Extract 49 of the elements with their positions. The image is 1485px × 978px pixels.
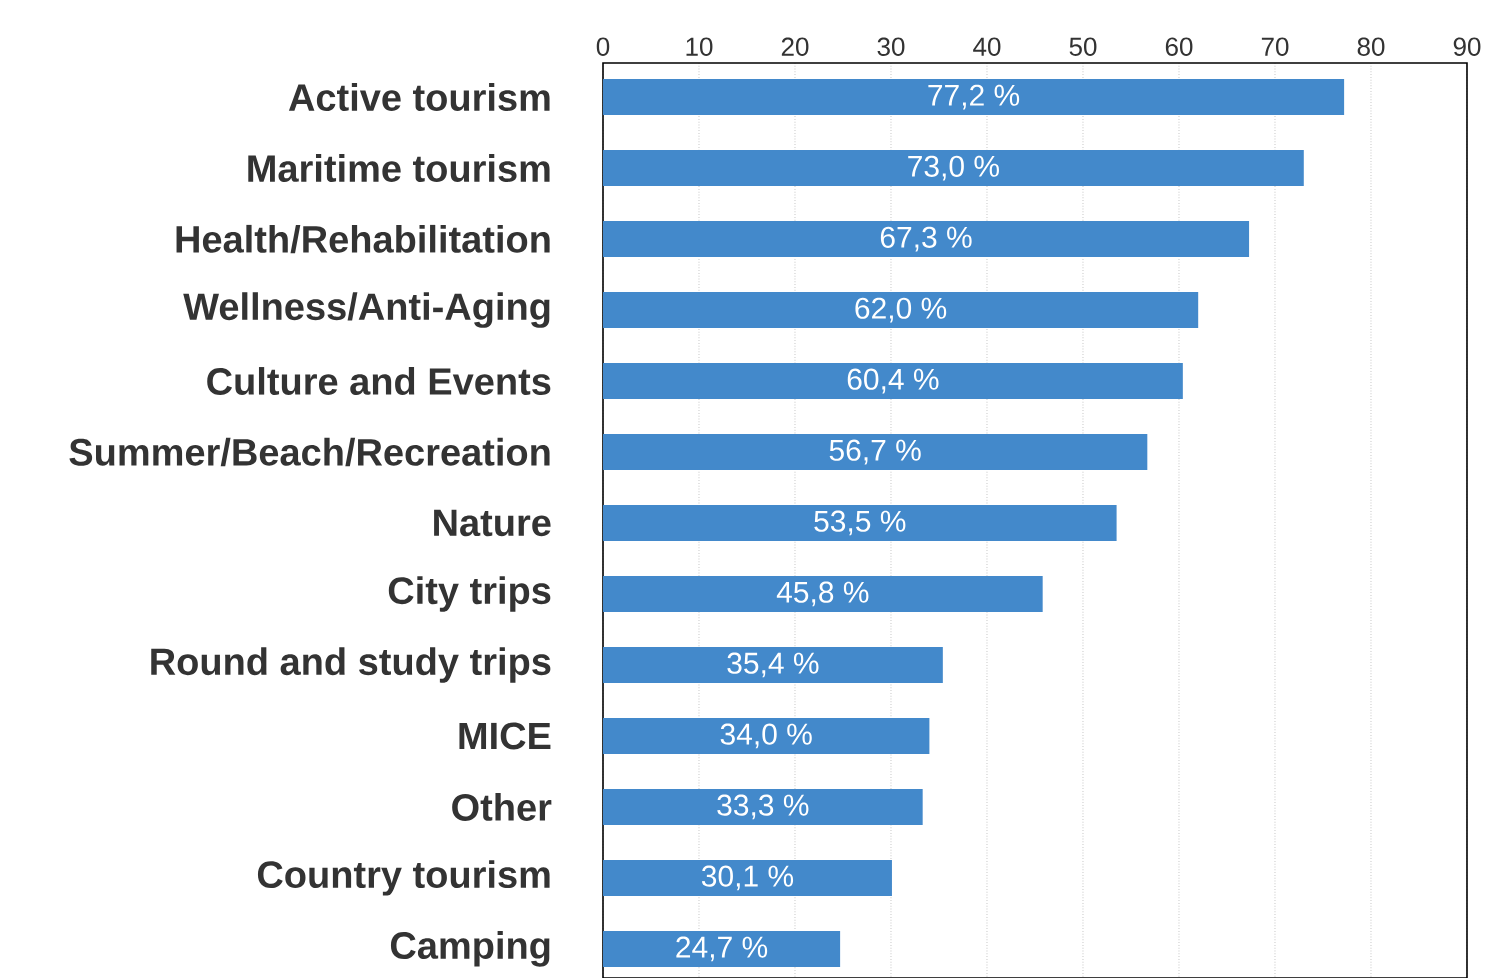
data-label: 33,3 % bbox=[717, 794, 809, 820]
y-tick-label: Culture and Events bbox=[207, 367, 551, 395]
bar bbox=[603, 930, 841, 967]
x-tick-label: 0 bbox=[596, 37, 610, 56]
data-label: 34,0 % bbox=[720, 723, 812, 749]
bar bbox=[603, 150, 1304, 187]
x-tick-label: 40 bbox=[973, 37, 1001, 56]
x-tick-label: 80 bbox=[1357, 37, 1385, 56]
x-tick-label: 70 bbox=[1261, 37, 1289, 56]
y-tick-label: Health/Rehabilitation bbox=[176, 224, 550, 254]
y-tick-label: Summer/Beach/Recreation bbox=[69, 437, 550, 467]
bar bbox=[603, 79, 1345, 116]
bar bbox=[603, 717, 930, 754]
bar bbox=[603, 788, 923, 825]
y-tick-label: Active tourism bbox=[288, 83, 550, 112]
data-label: 45,8 % bbox=[776, 581, 869, 607]
bar bbox=[603, 221, 1250, 258]
data-label: 62,0 % bbox=[855, 297, 947, 323]
y-tick-label: MICE bbox=[459, 722, 551, 750]
data-label: 56,7 % bbox=[829, 439, 921, 465]
data-label: 35,4 % bbox=[727, 652, 819, 678]
bar bbox=[603, 363, 1183, 400]
bar bbox=[603, 859, 892, 896]
y-tick-label: City trips bbox=[388, 576, 551, 612]
data-label: 30,1 % bbox=[701, 865, 794, 891]
data-label: 53,5 % bbox=[814, 510, 906, 536]
y-tick-label: Nature bbox=[434, 509, 551, 537]
data-label: 24,7 % bbox=[676, 936, 768, 962]
y-tick-label: Wellness/Anti-Aging bbox=[183, 292, 550, 328]
x-tick-label: 10 bbox=[686, 37, 713, 56]
x-tick-label: 30 bbox=[877, 37, 905, 56]
bar bbox=[603, 575, 1043, 612]
x-tick-label: 60 bbox=[1165, 37, 1193, 56]
y-tick-label: Country tourism bbox=[257, 860, 550, 896]
x-tick-label: 90 bbox=[1453, 37, 1481, 56]
data-label: 60,4 % bbox=[847, 368, 939, 394]
bar bbox=[603, 504, 1117, 541]
data-label: 67,3 % bbox=[880, 226, 972, 252]
data-label: 77,2 % bbox=[928, 84, 1020, 110]
y-tick-label: Camping bbox=[390, 931, 550, 967]
y-tick-label: Other bbox=[452, 792, 552, 821]
y-tick-label: Round and study trips bbox=[151, 647, 551, 683]
bar bbox=[603, 646, 943, 683]
x-tick-label: 50 bbox=[1069, 37, 1097, 56]
bar bbox=[603, 292, 1199, 329]
y-tick-label: Maritime tourism bbox=[248, 154, 550, 183]
x-tick-label: 20 bbox=[781, 37, 809, 56]
bar bbox=[603, 434, 1148, 470]
data-label: 73,0 % bbox=[908, 155, 999, 181]
